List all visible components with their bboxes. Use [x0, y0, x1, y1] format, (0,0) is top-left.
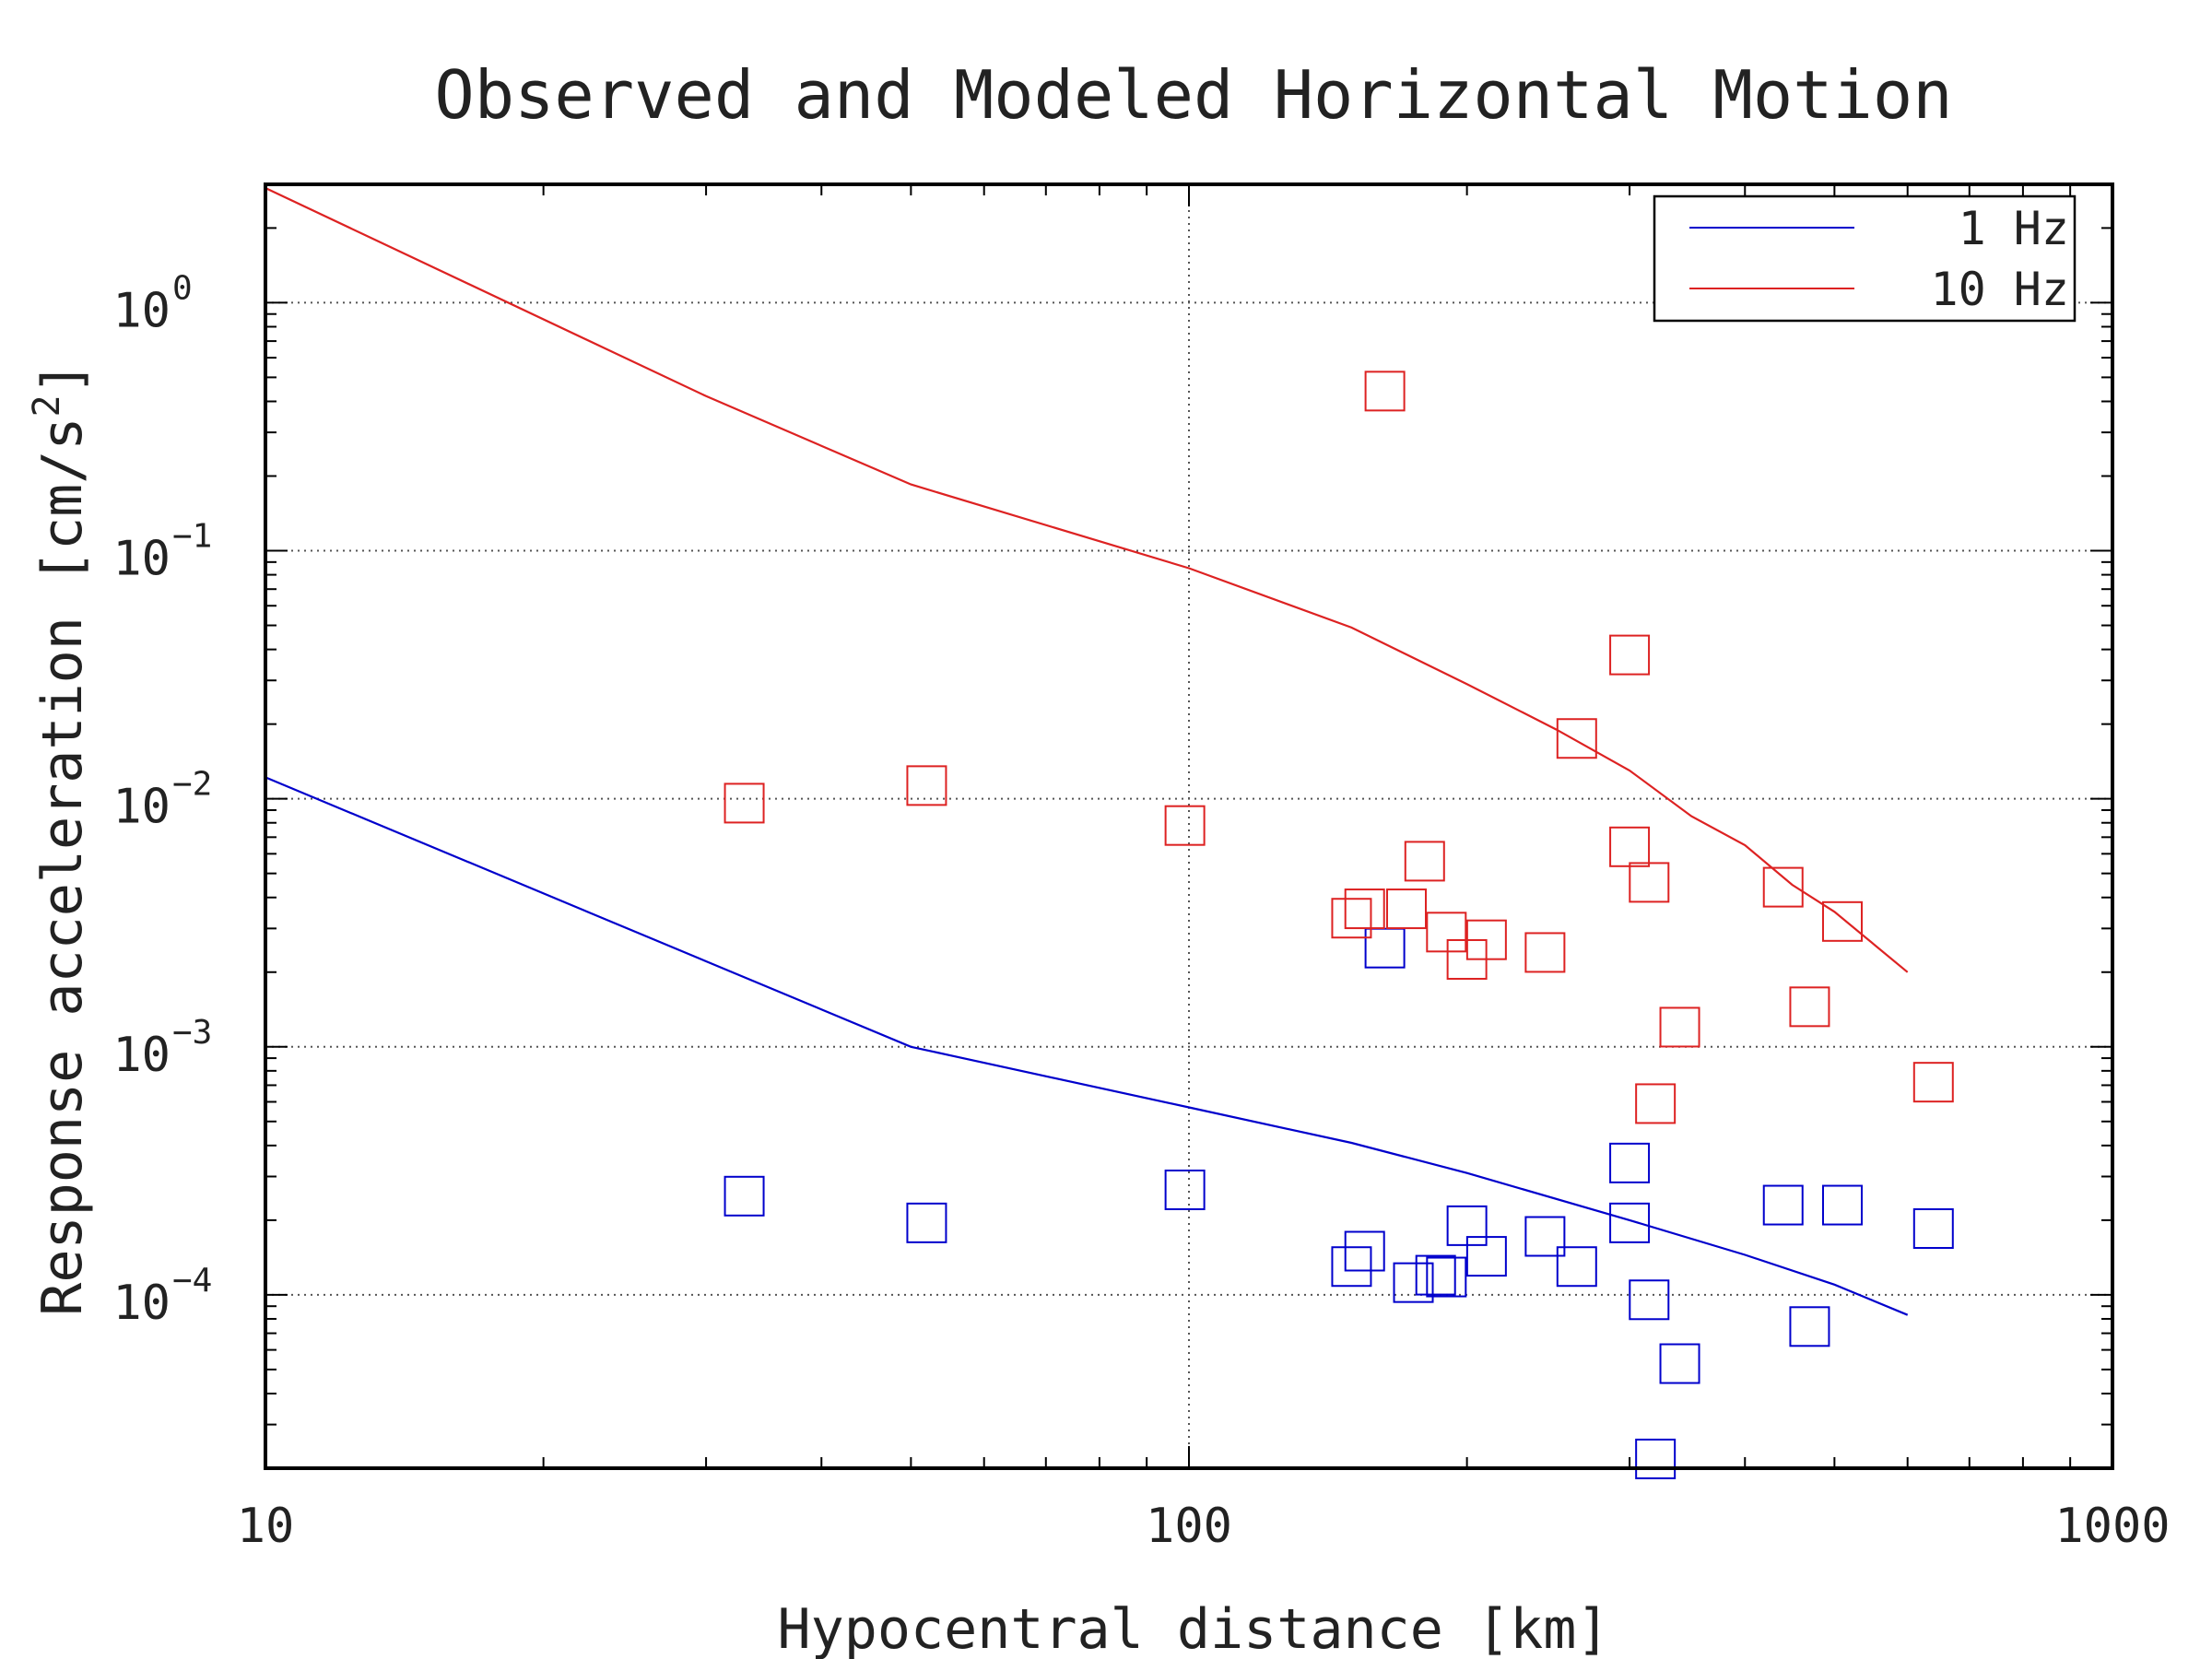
- observed-point-10hz: [1331, 898, 1372, 939]
- plot-frame: [264, 182, 2114, 1470]
- observed-point-1hz: [1164, 1169, 1206, 1210]
- observed-point-10hz: [1659, 1006, 1700, 1048]
- observed-point-10hz: [1912, 1062, 1954, 1103]
- legend: 1 Hz 10 Hz: [1653, 194, 2077, 323]
- observed-point-10hz: [1821, 900, 1863, 942]
- y-tick-label-base: 10: [112, 283, 171, 338]
- observed-point-1hz: [1629, 1279, 1670, 1321]
- y-tick-label: 10 −2: [112, 766, 212, 835]
- observed-point-10hz: [906, 765, 947, 806]
- observed-point-10hz: [1385, 888, 1427, 930]
- x-tick-label: 10: [237, 1499, 295, 1554]
- y-tick-label: 10 −3: [112, 1014, 212, 1083]
- observed-point-1hz: [1912, 1207, 1954, 1249]
- y-tick-label-exponent: −4: [172, 1262, 212, 1300]
- series-layer: [265, 187, 1954, 1479]
- y-tick-label: 10 −4: [112, 1262, 212, 1331]
- legend-box: [1653, 194, 2077, 323]
- observed-point-10hz: [1789, 986, 1830, 1028]
- observed-point-10hz: [1556, 718, 1597, 759]
- legend-label-1hz: 1 Hz: [1959, 202, 2069, 255]
- x-tick-label: 1000: [2054, 1499, 2170, 1554]
- observed-point-1hz: [1762, 1184, 1804, 1226]
- observed-point-10hz: [1609, 826, 1651, 867]
- observed-point-1hz: [1415, 1254, 1456, 1296]
- observed-point-10hz: [1344, 888, 1385, 930]
- y-tick-label: 10 0: [112, 269, 192, 338]
- observed-point-1hz: [1609, 1202, 1651, 1243]
- y-axis-label: Response acceleration [cm/s2]: [26, 361, 95, 1316]
- chart-title: Observed and Modeled Horizontal Motion: [434, 56, 1952, 134]
- y-axis-label-text: Response acceleration [cm/s: [30, 417, 95, 1315]
- observed-point-1hz: [1426, 1256, 1467, 1298]
- observed-point-10hz: [1762, 866, 1804, 908]
- observed-point-1hz: [1344, 1230, 1385, 1272]
- observed-point-1hz: [1331, 1246, 1372, 1288]
- y-tick-label-base: 10: [112, 780, 171, 835]
- y-axis-label-superscript: 2: [26, 394, 68, 417]
- observed-point-1hz: [906, 1202, 947, 1243]
- observed-point-10hz: [1465, 919, 1507, 960]
- observed-point-1hz: [1659, 1343, 1700, 1384]
- observed-point-1hz: [1524, 1216, 1566, 1257]
- observed-point-1hz: [1821, 1184, 1863, 1226]
- observed-point-10hz: [1404, 841, 1445, 882]
- model-line-10hz: [265, 187, 1909, 973]
- model-line-1hz: [265, 776, 1909, 1316]
- y-tick-label-exponent: −1: [172, 518, 212, 556]
- observed-point-1hz: [724, 1175, 765, 1217]
- observed-point-1hz: [1789, 1306, 1830, 1347]
- x-axis-label: Hypocentral distance [km]: [777, 1597, 1609, 1659]
- observed-point-1hz: [1635, 1438, 1677, 1479]
- x-tick-label: 100: [1146, 1499, 1232, 1554]
- observed-point-10hz: [1164, 805, 1206, 846]
- observed-point-10hz: [1524, 932, 1566, 973]
- observed-point-1hz: [1465, 1236, 1507, 1277]
- y-tick-label-base: 10: [112, 1028, 171, 1083]
- legend-label-10hz: 10 Hz: [1930, 263, 2069, 316]
- observed-point-10hz: [1364, 371, 1406, 412]
- y-tick-label-exponent: 0: [172, 269, 193, 307]
- observed-point-10hz: [1629, 862, 1670, 903]
- observed-point-10hz: [724, 782, 765, 824]
- observed-point-10hz: [1635, 1083, 1677, 1124]
- y-tick-label: 10 −1: [112, 518, 212, 587]
- observed-point-1hz: [1393, 1262, 1434, 1303]
- observed-point-10hz: [1609, 634, 1651, 676]
- observed-point-10hz: [1426, 912, 1467, 953]
- y-tick-label-exponent: −2: [172, 766, 212, 804]
- grid: [265, 184, 2112, 1468]
- observed-point-1hz: [1556, 1246, 1597, 1288]
- y-axis-label-suffix: ]: [30, 361, 95, 394]
- y-tick-label-base: 10: [112, 1276, 171, 1331]
- y-tick-label-exponent: −3: [172, 1014, 212, 1052]
- observed-point-1hz: [1609, 1142, 1651, 1183]
- y-tick-label-base: 10: [112, 532, 171, 587]
